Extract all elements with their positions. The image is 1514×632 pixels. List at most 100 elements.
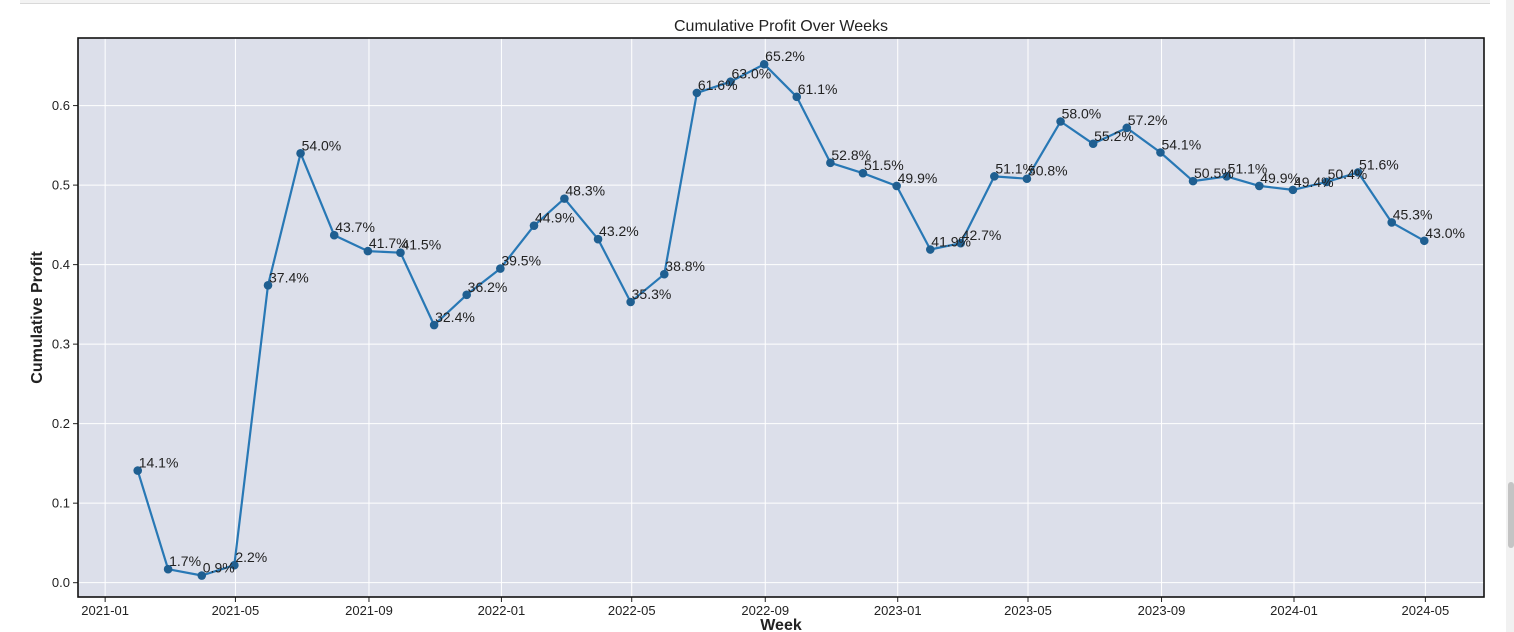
data-label: 61.6% (698, 77, 738, 93)
data-label: 65.2% (765, 48, 805, 64)
data-point (990, 172, 999, 181)
data-label: 48.3% (565, 183, 605, 199)
data-point (1122, 123, 1132, 133)
y-tick-label: 0.1 (52, 496, 70, 511)
data-point (197, 571, 207, 580)
data-point (529, 221, 539, 230)
top-strip (20, 0, 1490, 4)
data-point (925, 245, 935, 254)
data-point (759, 59, 769, 69)
data-point (1288, 185, 1298, 195)
data-label: 54.1% (1161, 137, 1201, 153)
data-point (496, 264, 505, 273)
data-point (560, 194, 569, 203)
data-point (363, 246, 373, 256)
data-label: 39.5% (501, 253, 541, 269)
data-label: 54.0% (302, 137, 342, 153)
y-axis-label: Cumulative Profit (29, 251, 46, 384)
data-label: 36.2% (468, 279, 508, 295)
x-tick-label: 2021-09 (345, 603, 393, 618)
data-label: 1.7% (169, 553, 201, 569)
data-label: 49.4% (1294, 174, 1334, 190)
data-point (462, 290, 471, 300)
data-point (1088, 139, 1098, 149)
y-tick-label: 0.5 (52, 178, 70, 193)
x-tick-label: 2024-05 (1402, 603, 1450, 618)
data-label: 43.0% (1425, 225, 1465, 241)
data-point (1254, 181, 1264, 191)
data-point (296, 148, 305, 158)
data-label: 35.3% (632, 286, 672, 302)
data-label: 51.1% (995, 160, 1035, 176)
data-label: 49.9% (1260, 170, 1300, 186)
y-tick-label: 0.3 (52, 337, 70, 352)
scrollbar-track[interactable] (1506, 0, 1514, 632)
data-label: 50.8% (1028, 163, 1068, 179)
x-tick-label: 2022-05 (608, 603, 656, 618)
data-point (1387, 218, 1397, 227)
data-point (1322, 177, 1331, 187)
data-label: 14.1% (139, 455, 179, 471)
y-tick-label: 0.6 (52, 98, 70, 113)
data-label: 44.9% (535, 210, 575, 226)
data-point (396, 248, 405, 257)
data-label: 51.5% (864, 157, 904, 173)
x-tick-label: 2022-01 (478, 603, 526, 618)
x-tick-label: 2021-05 (212, 603, 260, 618)
y-axis-ticks: 0.0 0.1 0.2 0.3 0.4 0.5 0.6 (52, 98, 78, 590)
x-tick-label: 2024-01 (1270, 603, 1318, 618)
data-label: 41.7% (369, 235, 409, 251)
data-label: 43.7% (335, 219, 375, 235)
x-axis-ticks: 2021-01 2021-05 2021-09 2022-01 2022-05 2022-… (81, 597, 1449, 618)
data-point (792, 92, 802, 102)
y-tick-label: 0.4 (52, 257, 70, 272)
data-point (858, 168, 868, 178)
plot-area (78, 38, 1484, 597)
x-tick-label: 2023-09 (1138, 603, 1186, 618)
data-point (826, 158, 835, 168)
data-label: 38.8% (665, 258, 705, 274)
scrollbar-thumb[interactable] (1508, 482, 1514, 548)
data-label: 49.9% (898, 170, 938, 186)
x-tick-label: 2023-01 (874, 603, 922, 618)
data-label: 41.9% (931, 234, 971, 250)
data-point (163, 564, 173, 574)
data-label: 57.2% (1128, 112, 1168, 128)
plot-frame (77, 37, 1485, 598)
data-point (892, 181, 901, 191)
data-point (1188, 176, 1198, 186)
x-tick-label: 2021-01 (81, 603, 129, 618)
data-labels: 14.1%1.7% 0.9%2.2%37.4%54.0%43.7%41.7%41.… (139, 48, 1465, 575)
data-point (1419, 236, 1429, 246)
data-label: 41.5% (401, 237, 441, 253)
data-label: 61.1% (798, 81, 838, 97)
data-point (956, 238, 965, 248)
data-label: 55.2% (1094, 128, 1134, 144)
y-tick-label: 0.2 (52, 416, 70, 431)
data-point (1056, 117, 1065, 126)
data-label: 32.4% (435, 309, 475, 325)
data-label: 50.5% (1194, 165, 1234, 181)
data-label: 37.4% (269, 269, 309, 285)
data-point (726, 77, 735, 87)
data-label: 43.2% (599, 223, 639, 239)
data-point (692, 88, 702, 98)
x-axis-label: Week (760, 617, 802, 632)
data-label: 52.8% (831, 147, 871, 163)
data-label: 42.7% (962, 227, 1002, 243)
x-tick-label: 2022-09 (741, 603, 789, 618)
data-label: 45.3% (1393, 206, 1433, 222)
grid (78, 38, 1484, 597)
chart-title: Cumulative Profit Over Weeks (674, 18, 888, 35)
data-label: 50.4% (1328, 166, 1368, 182)
series-line (136, 63, 1425, 577)
data-label: 58.0% (1062, 105, 1102, 121)
data-label: 51.1% (1228, 160, 1268, 176)
data-label: 51.6% (1359, 156, 1399, 172)
data-label: 2.2% (235, 549, 267, 565)
x-tick-label: 2023-05 (1004, 603, 1052, 618)
data-label: 0.9% (203, 560, 235, 576)
data-label: 63.0% (732, 66, 772, 82)
y-tick-label: 0.0 (52, 575, 70, 590)
